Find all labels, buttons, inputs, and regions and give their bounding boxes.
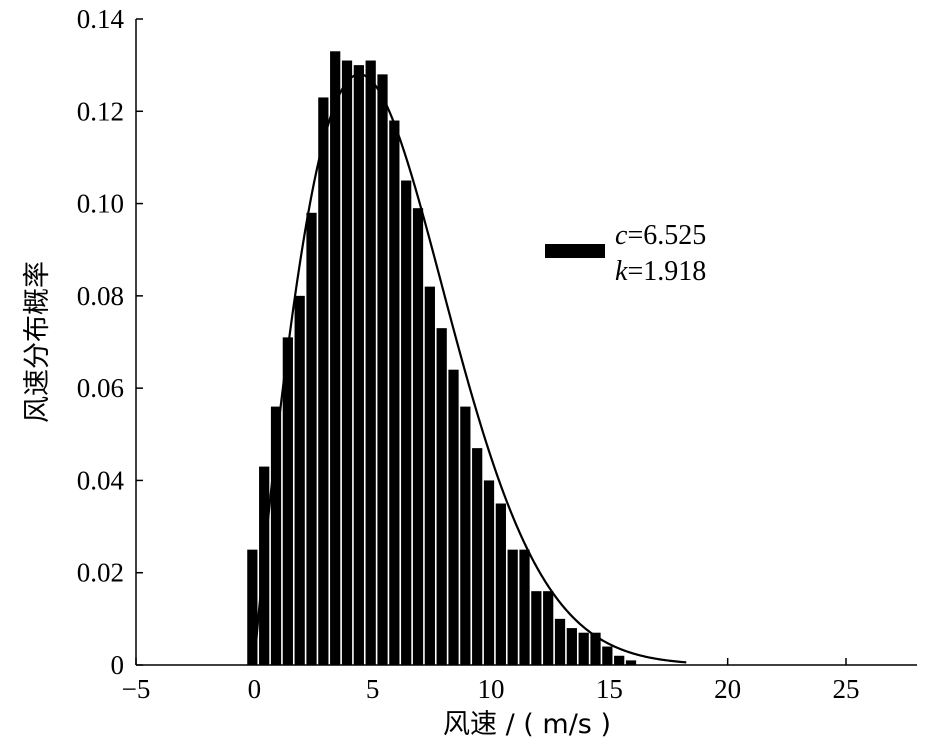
- y-tick-label: 0.08: [77, 281, 124, 311]
- histogram-bar: [602, 646, 613, 665]
- histogram-bar: [412, 208, 424, 665]
- histogram-bar: [341, 60, 353, 666]
- axes: [135, 19, 917, 666]
- legend-line-2: k=1.918: [615, 256, 706, 287]
- histogram-bar: [543, 591, 554, 665]
- histogram-bar: [401, 180, 412, 665]
- x-tick-label: 10: [478, 674, 505, 704]
- x-tick-label: 25: [833, 674, 860, 704]
- histogram-bar: [330, 51, 341, 666]
- histogram-bar: [353, 65, 364, 665]
- histogram-bar: [472, 448, 483, 665]
- x-ticks: −5 0 5 10 15 20 25: [122, 658, 860, 704]
- legend-line-2-italic: k: [615, 256, 628, 287]
- y-tick-label: 0.06: [77, 373, 124, 403]
- y-tick-label: 0: [111, 650, 125, 680]
- legend-swatch: [545, 244, 605, 258]
- histogram-bar: [507, 549, 518, 665]
- legend: c=6.525 k=1.918: [545, 220, 706, 287]
- x-tick-label: 15: [596, 674, 623, 704]
- legend-line-1-rest: =6.525: [627, 220, 706, 251]
- y-axis-label: 风速分布概率: [22, 261, 53, 423]
- x-tick-label: 0: [248, 674, 262, 704]
- histogram-bar: [625, 660, 637, 665]
- histogram-bar: [436, 328, 447, 665]
- x-axis-label: 风速 / ( m/s ): [443, 709, 611, 740]
- histogram-bar: [566, 628, 577, 665]
- legend-line-2-rest: =1.918: [627, 256, 706, 287]
- histogram-bar: [282, 337, 293, 665]
- legend-line-1: c=6.525: [615, 220, 706, 251]
- histogram-bar: [460, 406, 471, 665]
- y-tick-label: 0.04: [77, 465, 125, 495]
- histogram-bar: [247, 549, 258, 665]
- histogram-bar: [389, 120, 400, 665]
- histogram-bar: [270, 406, 282, 665]
- histogram-bars: [247, 51, 637, 666]
- histogram-bar: [365, 60, 376, 666]
- histogram-bar: [495, 503, 506, 665]
- histogram-bar: [483, 480, 495, 665]
- histogram-bar: [531, 591, 542, 665]
- histogram-bar: [448, 369, 459, 665]
- histogram-bar: [519, 549, 530, 665]
- y-tick-label: 0.12: [77, 96, 124, 126]
- y-tick-label: 0.14: [77, 4, 125, 34]
- x-tick-label: −5: [122, 674, 151, 704]
- y-tick-label: 0.10: [77, 189, 124, 219]
- histogram-bar: [578, 632, 589, 665]
- x-tick-label: 5: [366, 674, 380, 704]
- legend-line-1-italic: c: [615, 220, 628, 251]
- x-tick-label: 20: [714, 674, 741, 704]
- histogram-bar: [318, 97, 329, 665]
- histogram-bar: [554, 618, 566, 665]
- histogram-bar: [590, 632, 601, 665]
- histogram-bar: [614, 655, 625, 665]
- histogram-bar: [294, 295, 305, 665]
- y-ticks: 0 0.02 0.04 0.06 0.08 0.10 0.12 0.14: [77, 4, 143, 680]
- histogram-bar: [306, 212, 317, 666]
- histogram-bar: [424, 286, 435, 665]
- histogram-bar: [377, 74, 388, 665]
- weibull-fit-curve: [253, 73, 687, 666]
- y-tick-label: 0.02: [77, 558, 124, 588]
